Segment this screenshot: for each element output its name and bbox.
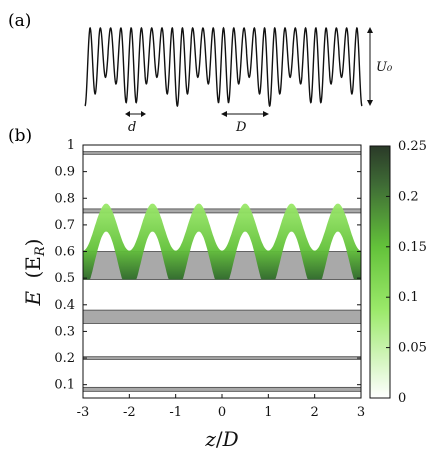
- band-6: [83, 151, 361, 155]
- x-tick-label: 3: [357, 405, 365, 420]
- panel-b-label: (b): [8, 126, 32, 146]
- colorbar: 0 0.05 0.1 0.15 0.2 0.25: [369, 139, 427, 406]
- D-period-arrow: [221, 111, 269, 117]
- amplitude-label: U₀: [376, 60, 393, 75]
- density-wave: [83, 203, 361, 280]
- y-tick-label: 0.7: [54, 218, 75, 233]
- y-tick-label: 0.4: [54, 298, 75, 313]
- y-tick-label: 0.6: [54, 245, 75, 260]
- panel-a-label: (a): [8, 11, 31, 31]
- d-spacing-label: d: [128, 120, 136, 135]
- x-tick-label: 0: [218, 405, 226, 420]
- d-spacing-arrow: [125, 111, 146, 117]
- lattice-potential-curve: [84, 26, 363, 107]
- amplitude-arrow: [367, 27, 373, 106]
- y-tick-label: 0.2: [54, 351, 75, 366]
- colorbar-gradient: [369, 145, 391, 399]
- x-tick-label: 1: [264, 405, 272, 420]
- colorbar-tick-label: 0: [398, 391, 406, 406]
- band-2: [83, 356, 361, 360]
- y-axis-label-close: ): [21, 239, 45, 247]
- band-3: [83, 309, 361, 324]
- y-tick-label: 0.3: [54, 324, 75, 339]
- band-1: [83, 386, 361, 392]
- colorbar-tick-label: 0.15: [398, 240, 427, 255]
- x-axis-label-main: z: [204, 427, 216, 451]
- colorbar-tick-label: 0.1: [398, 290, 419, 305]
- y-tick-label: 0.1: [54, 378, 75, 393]
- y-axis-label-sub: R: [33, 246, 48, 257]
- y-tick-label: 1: [67, 138, 75, 153]
- D-period-label: D: [235, 120, 247, 135]
- band-5: [83, 208, 361, 214]
- band-plot: 0.1 0.2 0.3 0.4 0.5 0.6 0.7 0.8 0.9 1 -3 -2 -1 0 1 2 3: [54, 138, 365, 420]
- colorbar-tick-label: 0.05: [398, 341, 427, 356]
- y-tick-label: 0.9: [54, 165, 75, 180]
- x-tick-label: -3: [77, 405, 90, 420]
- colorbar-tick-label: 0.25: [398, 139, 427, 154]
- x-axis-label-den: D: [222, 427, 239, 451]
- y-tick-label: 0.5: [54, 271, 75, 286]
- colorbar-tick-label: 0.2: [398, 189, 419, 204]
- x-axis-label-div: /: [216, 427, 223, 451]
- y-tick-label: 0.8: [54, 191, 75, 206]
- x-tick-label: -1: [169, 405, 182, 420]
- y-axis-label-open: (E: [21, 256, 45, 278]
- x-axis-label: z/D: [204, 427, 238, 451]
- y-axis-label-main: E: [21, 290, 45, 306]
- y-axis-label: E (ER): [21, 239, 48, 307]
- x-tick-label: -2: [123, 405, 136, 420]
- x-tick-label: 2: [311, 405, 319, 420]
